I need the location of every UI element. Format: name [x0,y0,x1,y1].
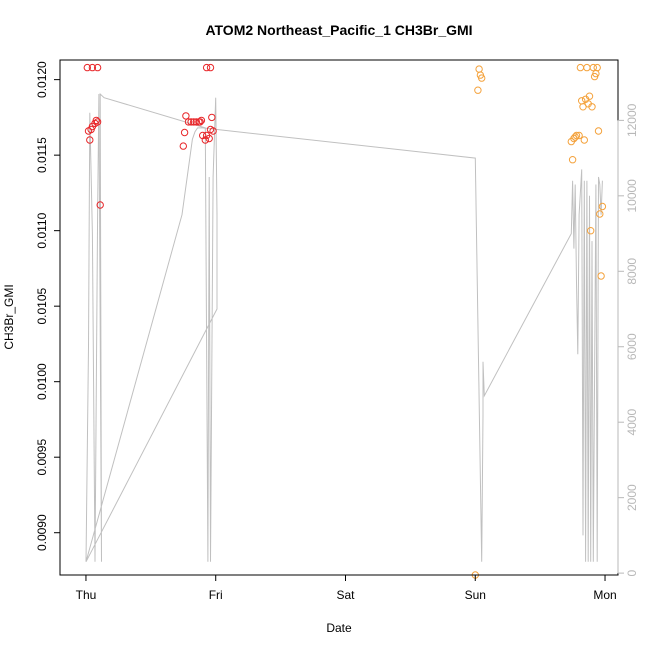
data-point-red [180,128,189,137]
data-point-orange [474,86,482,94]
data-point-red [96,201,104,209]
y-axis-label: CH3Br_GMI [2,284,16,349]
x-tick-label: Sat [336,588,355,602]
data-point-red [88,63,97,72]
data-point-orange [589,63,597,72]
x-tick-label: Thu [76,588,97,602]
y-tick-label-left: 0.0090 [35,514,49,551]
y-tick-label-right: 4000 [625,409,639,436]
data-point-red [86,136,94,144]
data-point-orange [571,133,579,141]
data-point-orange [580,136,588,144]
data-point-orange [594,127,603,135]
y-tick-label-right: 6000 [625,333,639,360]
data-point-orange [593,63,601,72]
data-point-red [184,118,193,126]
y-tick-label-left: 0.0110 [35,212,49,248]
y-tick-label-left: 0.0115 [35,137,49,173]
data-point-red [202,63,211,72]
data-point-red [179,142,188,150]
x-tick-label: Fri [209,588,223,602]
data-point-orange [588,103,596,111]
data-point-red [206,63,215,72]
data-point-orange [568,156,577,164]
altitude-series [85,92,603,563]
y-tick-label-right: 10000 [625,179,639,213]
data-point-orange [596,210,604,218]
x-axis-label: Date [326,621,352,635]
y-tick-label-left: 0.0095 [35,439,49,476]
data-points [83,63,607,579]
data-point-red [187,118,195,126]
data-point-red [196,118,204,126]
data-point-orange [575,131,583,140]
plot-frame [59,59,619,576]
data-point-red [208,113,216,122]
data-point-red [93,63,102,72]
data-point-red [83,63,92,72]
data-point-orange [598,202,607,211]
data-point-red [182,112,190,120]
y-tick-label-left: 0.0105 [35,287,49,324]
data-point-orange [587,227,595,235]
y-tick-label-left: 0.0120 [35,61,49,98]
data-point-red [197,116,206,125]
y-axis-right: 0 2000 4000 6000 8000 10000 12000 [617,103,639,576]
x-tick-label: Sun [465,588,486,602]
x-tick-label: Mon [593,588,616,602]
data-point-orange [576,63,585,72]
data-point-orange [578,97,586,105]
altitude-line [85,92,603,563]
chart-title: ATOM2 Northeast_Pacific_1 CH3Br_GMI [205,22,472,38]
y-tick-label-right: 0 [625,569,639,576]
y-axis-left: 0.0090 0.0095 0.0100 0.0105 0.0110 0.0115 0.01… [35,61,60,551]
y-tick-label-right: 12000 [625,103,639,137]
data-point-orange [585,92,594,100]
x-axis: Thu Fri Sat Sun Mon [76,574,617,602]
data-point-orange [597,272,605,280]
data-point-orange [583,63,591,72]
data-point-red [209,127,217,135]
y-tick-label-left: 0.0100 [35,363,49,400]
data-point-red [92,116,101,125]
data-point-orange [572,131,581,140]
data-point-red [205,134,213,143]
data-point-red [201,136,210,144]
data-point-red [192,118,201,126]
data-point-red [93,118,102,126]
y-tick-label-right: 2000 [625,484,639,511]
data-point-orange [478,74,486,82]
data-point-orange [475,65,483,73]
y-tick-label-right: 8000 [625,258,639,285]
